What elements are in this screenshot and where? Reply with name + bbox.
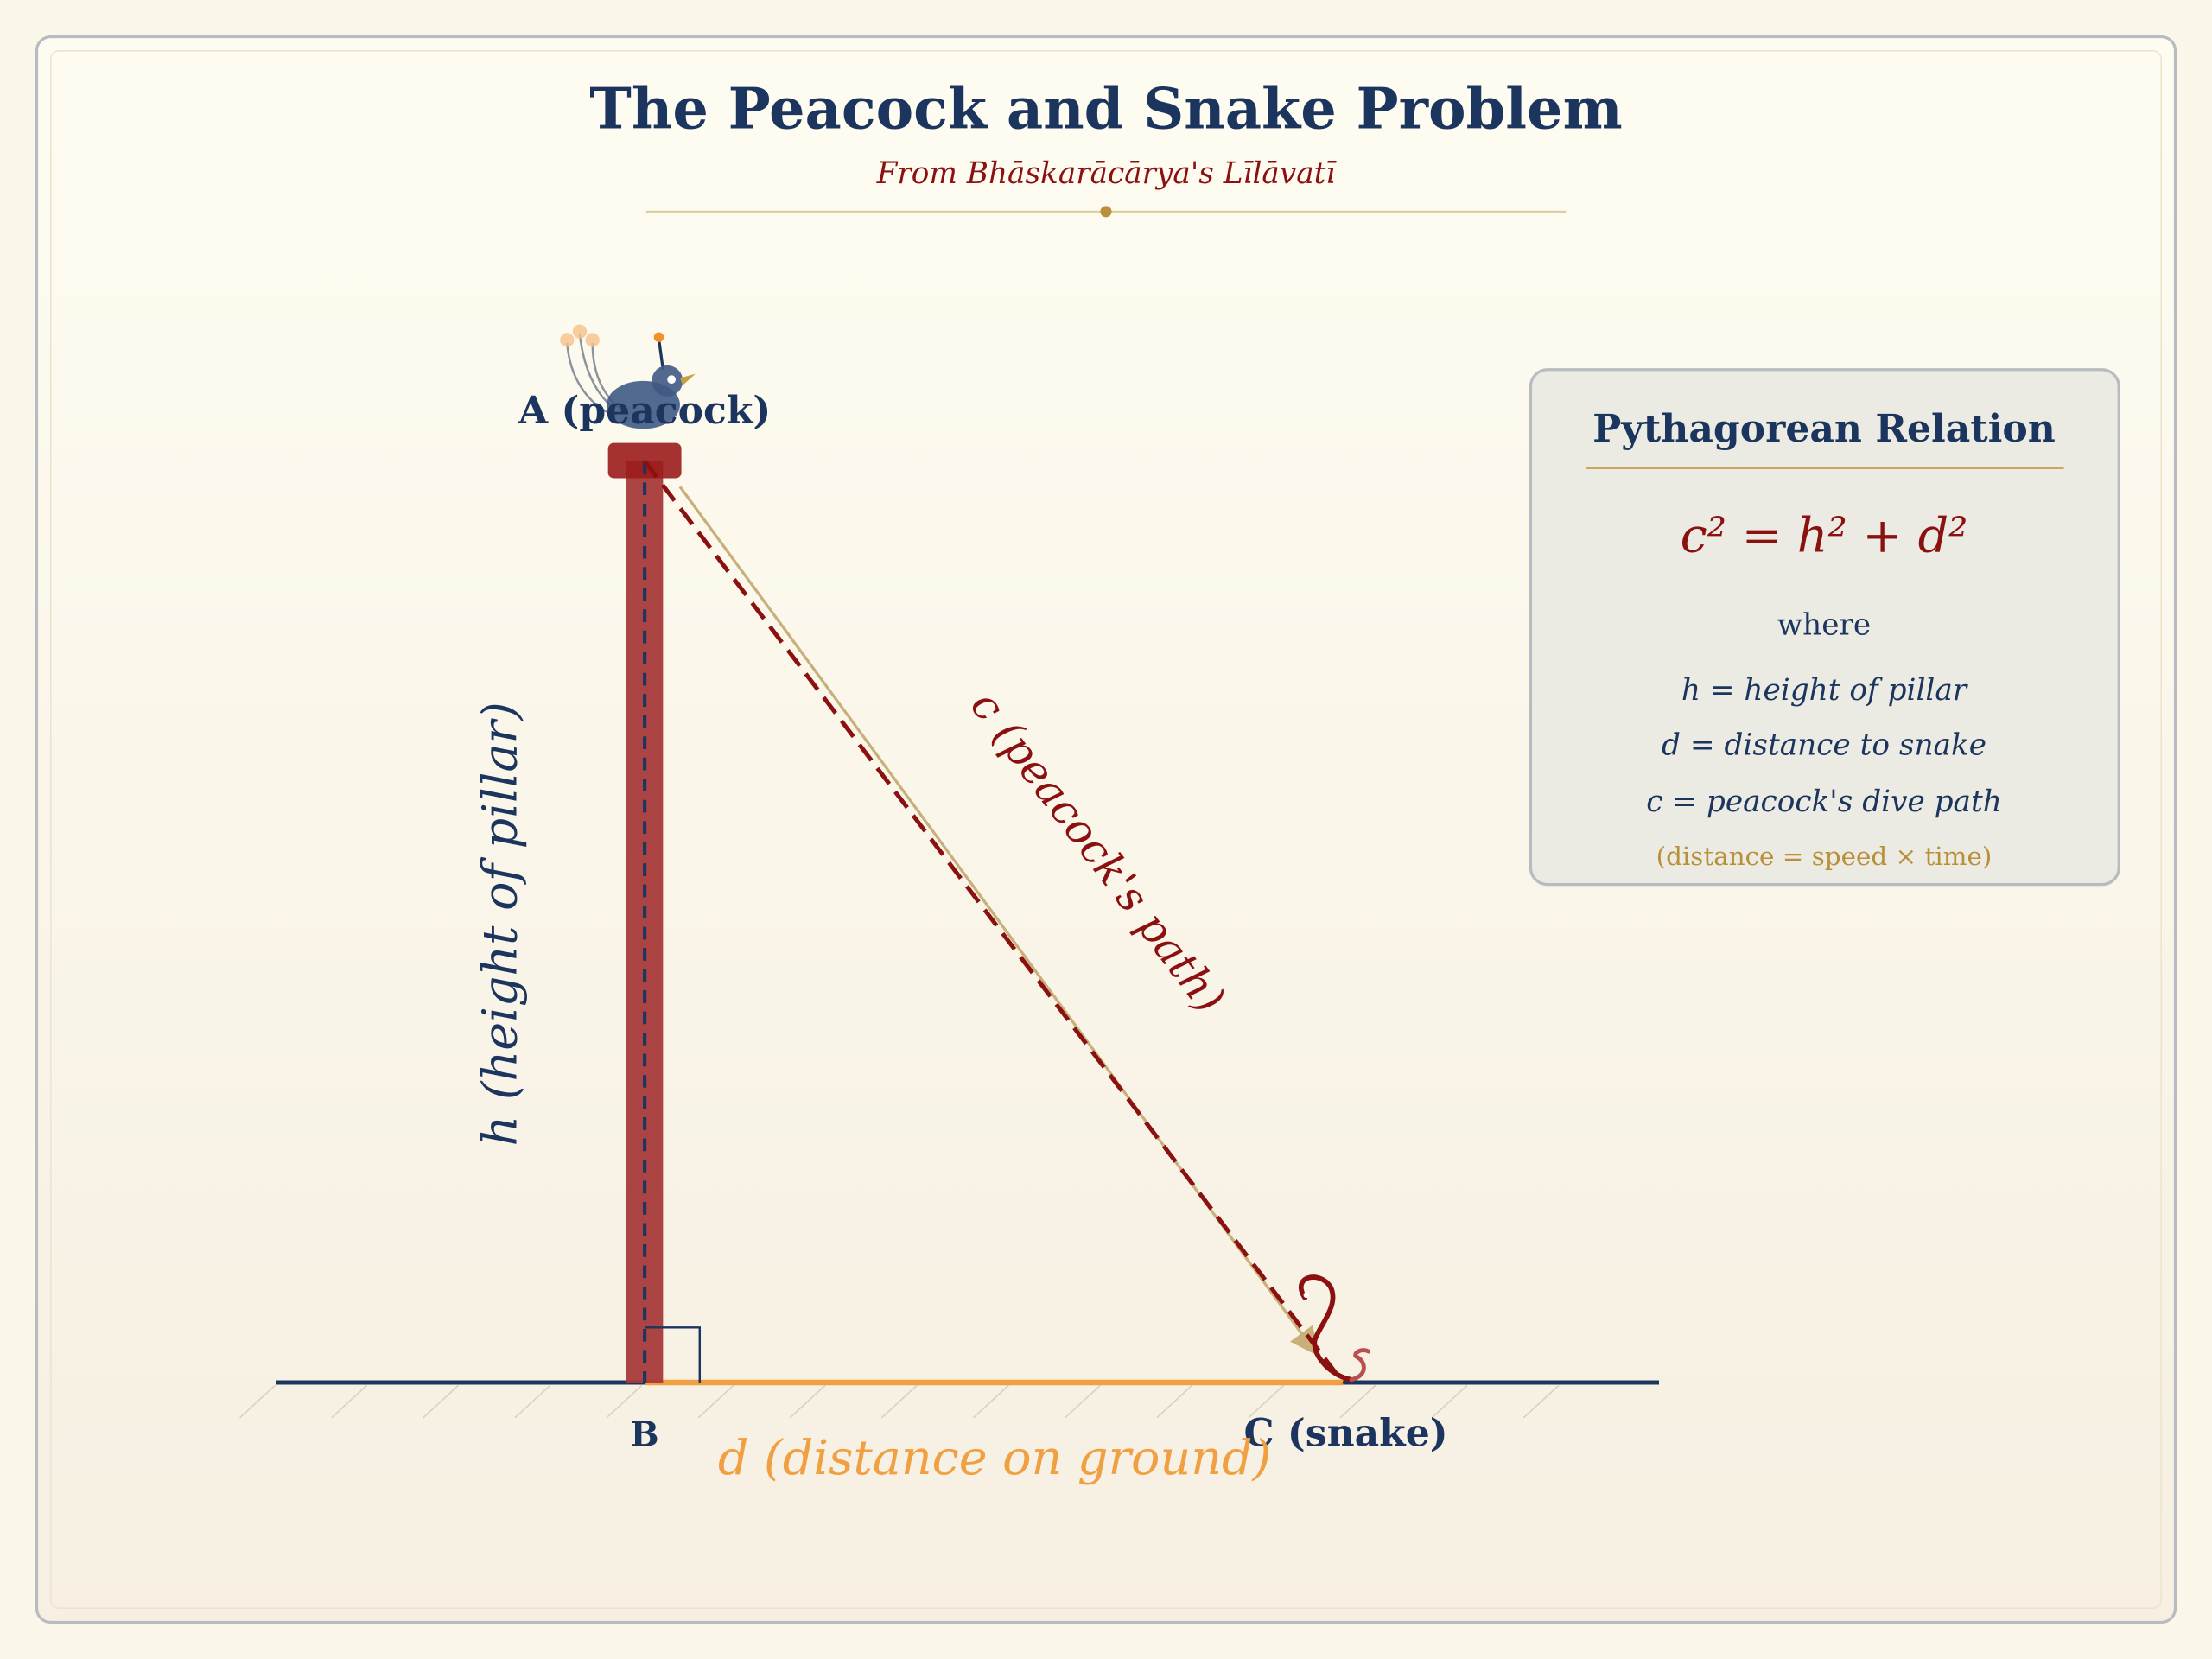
where-label: where [1777, 608, 1871, 643]
dive-path [643, 460, 1345, 1384]
definition-d: d = distance to snake [1662, 728, 1986, 762]
distance-label: d (distance on ground) [718, 1430, 1271, 1486]
point-c-label: C (snake) [1243, 1411, 1447, 1455]
point-a-label: A (peacock) [518, 389, 771, 433]
page-title: The Peacock and Snake Problem [589, 77, 1622, 143]
height-label: h (height of pillar) [473, 702, 529, 1146]
ground-hatching [238, 1384, 1560, 1419]
peacock-icon [560, 324, 696, 429]
panel-note: (distance = speed × time) [1656, 842, 1993, 871]
pythagorean-panel: Pythagorean Relation c² = h² + d² where … [1529, 368, 2120, 887]
snake-icon [1298, 1274, 1371, 1382]
inner-frame [49, 49, 2163, 1610]
divider-dot [1100, 206, 1112, 218]
right-angle-marker [645, 1326, 702, 1382]
definition-c: c = peacock's dive path [1646, 785, 2002, 819]
formula: c² = h² + d² [1681, 507, 1968, 563]
pillar-cap [607, 442, 682, 479]
subtitle: From Bhāskarācārya's Līlāvatī [876, 156, 1338, 191]
panel-title: Pythagorean Relation [1592, 407, 2056, 451]
point-b-label: B [631, 1414, 659, 1454]
definition-h: h = height of pillar [1681, 673, 1969, 708]
